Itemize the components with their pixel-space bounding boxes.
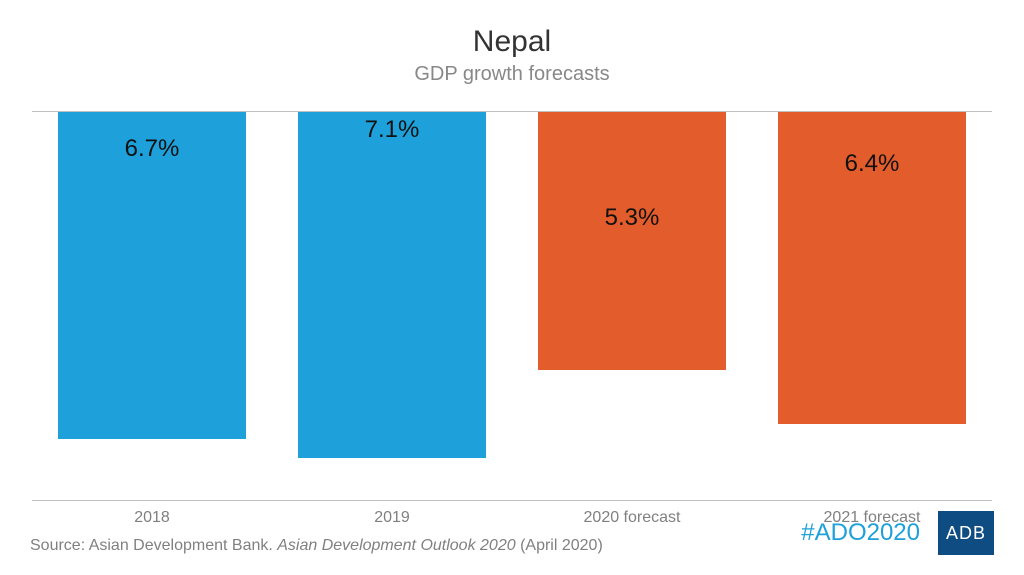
bar [298, 112, 485, 458]
bar-slot: 6.4% [752, 112, 992, 500]
hashtag: #ADO2020 [801, 519, 920, 547]
footer-right: #ADO2020 ADB [801, 511, 994, 555]
source-suffix: (April 2020) [520, 537, 603, 554]
bar-slot: 7.1% [272, 112, 512, 500]
bar-value-label: 6.7% [125, 135, 180, 163]
chart-container: Nepal GDP growth forecasts 6.7% 7.1% 5.3… [0, 0, 1024, 575]
plot-area: 6.7% 7.1% 5.3% 6.4% [32, 111, 992, 501]
footer: Source: Asian Development Bank. Asian De… [30, 511, 994, 555]
source-italic: Asian Development Outlook 2020 [277, 537, 520, 554]
chart-subtitle: GDP growth forecasts [30, 63, 994, 86]
bar [538, 112, 725, 370]
bar-value-label: 6.4% [845, 150, 900, 178]
chart-title: Nepal [30, 25, 994, 59]
adb-logo: ADB [938, 511, 994, 555]
bar-value-label: 5.3% [605, 204, 660, 232]
bar-value-label: 7.1% [365, 116, 420, 144]
bar-slot: 5.3% [512, 112, 752, 500]
bars-group: 6.7% 7.1% 5.3% 6.4% [32, 112, 992, 500]
source-text: Source: Asian Development Bank. Asian De… [30, 537, 603, 555]
bar-slot: 6.7% [32, 112, 272, 500]
source-prefix: Source: Asian Development Bank. [30, 537, 277, 554]
